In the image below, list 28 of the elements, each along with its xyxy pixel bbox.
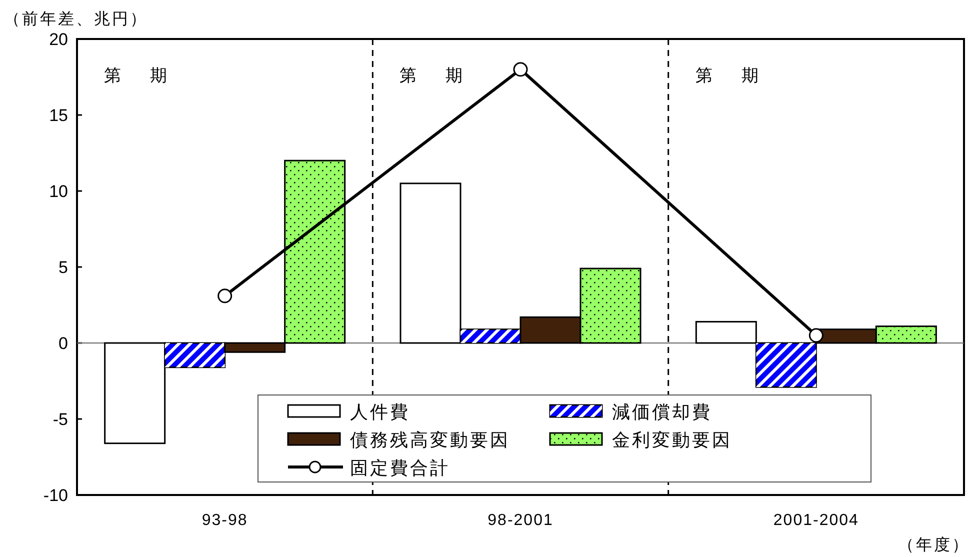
point — [218, 288, 232, 304]
y-tick-label: -5 — [52, 410, 68, 429]
annotation: 第 期 — [104, 66, 173, 85]
bar — [520, 316, 582, 344]
legend-label: 債務残高変動要因 — [350, 430, 510, 450]
bar — [400, 182, 462, 344]
x-tick-label: 2001-2004 — [773, 512, 859, 529]
y-tick-label: 10 — [49, 182, 68, 201]
annotation: 第 期 — [695, 66, 764, 85]
bar — [695, 320, 757, 344]
y-tick-label: -10 — [43, 486, 68, 505]
annotation: 第 期 — [400, 66, 469, 85]
bar — [224, 342, 286, 353]
legend-label: 金利変動要因 — [612, 430, 732, 450]
y-tick-label: 5 — [58, 258, 68, 277]
point — [513, 62, 528, 77]
y-tick-label: 15 — [49, 106, 68, 125]
x-tick-label: 98-2001 — [488, 512, 554, 529]
legend-label: 固定費合計 — [350, 458, 450, 478]
x-tick-label: 93-98 — [202, 512, 248, 529]
y-tick-label: 20 — [49, 30, 68, 49]
y-tick-label: 0 — [58, 334, 68, 353]
x-axis-title: （年度） — [898, 536, 970, 554]
legend-label: 減価償却費 — [612, 402, 712, 422]
point — [808, 328, 824, 343]
y-axis-title: （前年差、兆円） — [4, 10, 148, 28]
bar — [104, 342, 166, 444]
legend-label: 人件費 — [350, 402, 410, 422]
